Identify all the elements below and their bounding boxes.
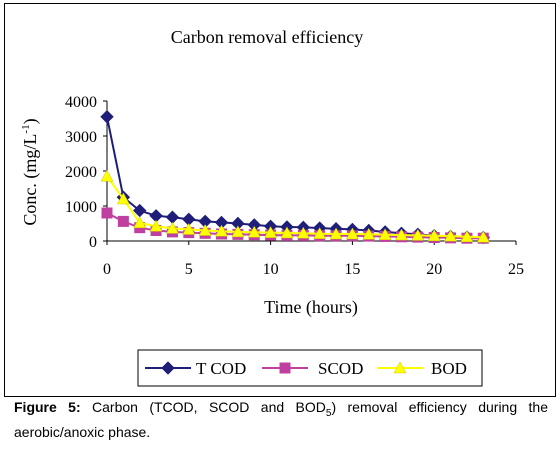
data-point-bod (215, 224, 228, 237)
caption-subscript: 5 (325, 407, 332, 419)
data-point-bod (313, 227, 327, 239)
series-layer (100, 110, 490, 245)
data-point-bod (362, 227, 376, 240)
y-tick-label: 3000 (65, 129, 97, 146)
legend-marker-tcod (161, 361, 175, 375)
data-point-bod (133, 216, 147, 229)
data-point-bod (460, 230, 474, 243)
series-line-tcod (106, 116, 484, 239)
legend-box (137, 349, 483, 387)
legend: T COD SCOD BOD (137, 349, 483, 387)
y-axis-label: Conc. (mg/L-1) (20, 118, 41, 225)
series-bod (100, 169, 490, 243)
data-point-bod (116, 192, 130, 205)
data-point-bod (280, 226, 294, 239)
chart-frame (4, 3, 556, 397)
x-tick-label: 5 (185, 261, 193, 278)
data-point-bod (395, 228, 408, 241)
chart-title: Carbon removal efficiency (171, 27, 364, 47)
x-tick-label: 10 (263, 261, 279, 278)
data-point-bod (345, 227, 359, 240)
x-tick-label: 25 (508, 261, 524, 278)
data-point-bod (198, 223, 212, 236)
legend-marker-bod (393, 361, 407, 374)
y-tick-label: 0 (89, 234, 97, 251)
data-point-bod (329, 227, 343, 240)
y-axis-label-main: Conc. (mg/L (20, 134, 41, 226)
data-point-bod (182, 222, 196, 235)
data-point-bod (149, 219, 163, 232)
x-axis-label: Time (hours) (264, 297, 358, 318)
y-tick-label: 4000 (65, 94, 97, 111)
series-tcod (100, 110, 490, 245)
data-point-scod (117, 215, 129, 227)
chart: Carbon removal efficiency 0 1000 2000 3000 4… (20, 27, 524, 387)
caption-label: Figure 5: (14, 399, 81, 415)
data-point-bod (231, 225, 245, 238)
data-point-bod (296, 226, 310, 239)
y-tick-label: 2000 (65, 164, 97, 181)
data-point-bod (411, 228, 425, 241)
x-tick-label: 15 (344, 261, 360, 278)
figure-caption: Figure 5: Carbon (TCOD, SCOD and BOD5) r… (14, 398, 548, 441)
data-point-bod (166, 221, 179, 234)
legend-label-bod: BOD (431, 359, 467, 378)
y-tick-label: 1000 (65, 199, 97, 216)
caption-text-end: ) removal efficiency during the aerobic/… (14, 399, 548, 440)
axes: 0 1000 2000 3000 4000 0 5 10 15 20 25 (65, 94, 524, 278)
data-point-bod (476, 230, 490, 243)
data-point-scod (101, 207, 113, 219)
data-point-bod (444, 229, 457, 242)
legend-label-tcod: T COD (196, 359, 246, 378)
data-point-tcod (165, 210, 180, 224)
data-point-bod (427, 229, 441, 241)
data-point-bod (378, 228, 392, 240)
data-point-tcod (100, 110, 114, 124)
data-point-bod (247, 225, 261, 238)
legend-label-scod: SCOD (318, 359, 363, 378)
data-point-bod (264, 226, 278, 238)
y-axis-label-sup: -1 (20, 124, 32, 133)
caption-text: Carbon (TCOD, SCOD and BOD (80, 399, 326, 415)
legend-marker-scod (279, 362, 291, 374)
x-tick-label: 0 (103, 261, 111, 278)
y-axis-label-close: ) (20, 118, 41, 124)
data-point-bod (100, 169, 114, 182)
x-tick-label: 20 (426, 261, 442, 278)
